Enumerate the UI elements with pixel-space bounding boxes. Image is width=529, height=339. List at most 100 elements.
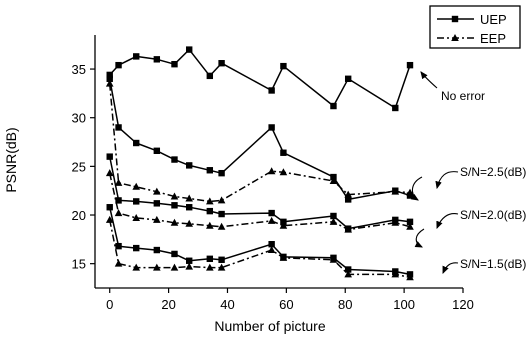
- data-point-square: [186, 46, 193, 53]
- annotation-label: S/N=1.5(dB): [460, 257, 526, 271]
- x-tick-label: 120: [452, 297, 474, 312]
- legend-box: [429, 5, 521, 49]
- data-point-triangle: [185, 194, 194, 202]
- data-point-square: [206, 72, 214, 80]
- annotation-arrow: [414, 228, 425, 248]
- data-point-square: [186, 257, 193, 264]
- data-point-square: [451, 15, 459, 23]
- data-point-square: [280, 62, 287, 70]
- data-point-square: [171, 156, 178, 163]
- data-point-square: [115, 61, 122, 69]
- data-point-triangle: [185, 262, 194, 270]
- data-point-square: [106, 75, 113, 82]
- annotation-arrow: [442, 262, 459, 275]
- data-point-triangle: [170, 263, 179, 271]
- data-point-triangle: [105, 169, 114, 177]
- data-point-square: [115, 242, 122, 250]
- x-tick-label: 20: [161, 297, 175, 312]
- y-tick-label: 35: [72, 62, 86, 77]
- data-point-square: [330, 212, 337, 220]
- data-point-square: [133, 198, 140, 205]
- x-tick-label: 60: [279, 297, 293, 312]
- data-point-triangle: [105, 79, 114, 87]
- data-point-triangle: [217, 222, 226, 230]
- data-point-square: [268, 209, 275, 217]
- data-point-triangle: [132, 182, 141, 190]
- data-point-triangle: [267, 246, 276, 254]
- data-point-square: [133, 139, 140, 147]
- annotation-label: S/N=2.5(dB): [460, 165, 526, 179]
- data-point-triangle: [153, 215, 161, 223]
- data-point-triangle: [185, 219, 194, 227]
- legend: UEP EEP: [429, 5, 521, 49]
- data-point-triangle: [217, 263, 226, 271]
- annotation-label: No error: [441, 89, 485, 103]
- data-point-square: [115, 124, 122, 131]
- data-point-triangle: [206, 197, 214, 205]
- data-point-square: [406, 218, 414, 226]
- data-point-triangle: [114, 259, 123, 267]
- legend-label: UEP: [480, 12, 507, 27]
- data-point-triangle: [170, 218, 179, 226]
- series-line: [108, 219, 411, 279]
- y-tick-label: 25: [72, 159, 86, 174]
- data-point-square: [115, 197, 122, 204]
- data-point-triangle: [114, 178, 123, 186]
- x-tick-label: 0: [106, 297, 113, 312]
- data-point-square: [268, 124, 275, 131]
- data-point-triangle: [267, 167, 276, 175]
- data-point-square: [106, 204, 113, 211]
- series-line: [108, 83, 411, 203]
- series-line: [108, 173, 411, 231]
- data-point-triangle: [344, 270, 352, 278]
- series-3: [105, 79, 414, 205]
- series-line: [108, 78, 411, 201]
- series-line: [108, 207, 411, 276]
- data-point-triangle: [329, 176, 338, 184]
- data-point-square: [218, 169, 225, 177]
- data-point-square: [153, 56, 161, 63]
- annotation-arrow: [436, 213, 459, 230]
- data-point-square: [268, 87, 275, 94]
- data-point-triangle: [267, 216, 276, 224]
- annotation-label: S/N=2.0(dB): [460, 208, 526, 222]
- series-line: [109, 48, 411, 109]
- y-tick-label: 20: [72, 208, 86, 223]
- data-point-triangle: [279, 221, 288, 229]
- data-point-square: [344, 266, 352, 273]
- data-point-triangle: [391, 218, 400, 226]
- data-point-square: [218, 60, 225, 67]
- data-point-square: [218, 256, 225, 263]
- data-point-triangle: [406, 273, 414, 281]
- data-point-square: [206, 255, 214, 263]
- data-point-triangle: [344, 225, 352, 233]
- axis-ticks: 0 20 40 60 80 100 120 15 20 25 30 35: [72, 62, 474, 312]
- series-layer: [105, 46, 414, 281]
- data-point-triangle: [114, 209, 123, 217]
- annotation-arrow: [410, 176, 423, 201]
- legend-label: EEP: [480, 31, 506, 46]
- x-tick-label: 80: [338, 297, 352, 312]
- series-5: [105, 169, 414, 233]
- data-point-square: [153, 200, 161, 207]
- data-point-square: [218, 210, 225, 218]
- data-point-square: [344, 75, 352, 82]
- data-point-square: [153, 246, 161, 254]
- data-point-square: [133, 244, 140, 252]
- data-point-triangle: [217, 196, 226, 204]
- data-point-square: [206, 207, 214, 215]
- series-1: [106, 46, 414, 112]
- data-point-square: [171, 202, 178, 209]
- data-point-triangle: [329, 255, 338, 263]
- data-point-triangle: [391, 187, 400, 195]
- data-point-square: [406, 61, 414, 69]
- data-point-triangle: [206, 263, 214, 271]
- series-7: [105, 215, 414, 281]
- data-point-triangle: [132, 213, 141, 221]
- data-point-triangle: [105, 215, 114, 223]
- y-axis-label: PSNR(dB): [3, 127, 19, 192]
- data-point-triangle: [153, 263, 161, 271]
- series-6: [106, 204, 414, 278]
- y-tick-label: 15: [72, 257, 86, 272]
